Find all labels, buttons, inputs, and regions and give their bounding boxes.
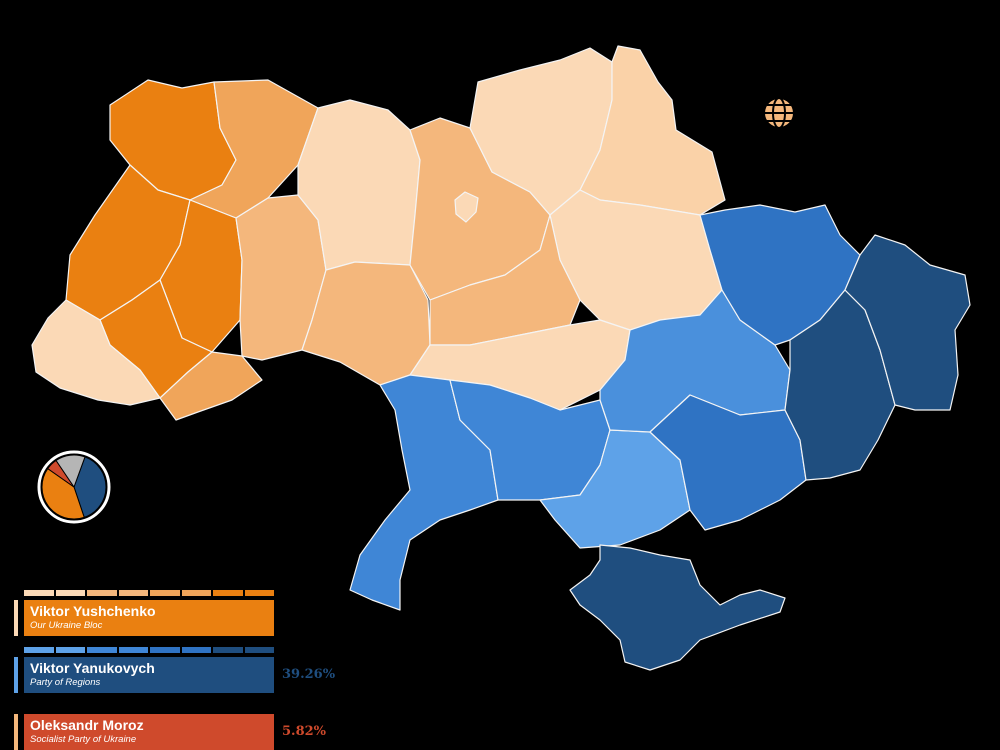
strip-swatch	[118, 590, 148, 596]
candidate-box: Viktor Yushchenko Our Ukraine Bloc	[24, 600, 274, 636]
candidate-moroz: Oleksandr Moroz Socialist Party of Ukrai…	[14, 704, 344, 750]
strip-swatch	[87, 590, 117, 596]
side-bar	[14, 714, 18, 750]
candidate-box: Viktor Yanukovych Party of Regions	[24, 657, 274, 693]
strip-swatch	[87, 647, 117, 653]
strip-swatch	[24, 590, 54, 596]
region-crimea	[569, 544, 786, 671]
pie-slice	[55, 454, 86, 489]
vote-share-pie	[37, 450, 111, 524]
region-chernivtsi	[159, 351, 263, 421]
strip-swatch	[55, 590, 85, 596]
strip-swatch	[55, 647, 85, 653]
strip-swatch	[181, 590, 211, 596]
strip-swatch	[213, 590, 243, 596]
color-scale-strip	[24, 647, 274, 653]
globe-icon	[762, 96, 796, 130]
candidate-percent: 39.26%	[282, 667, 336, 682]
region-dnipropetrovsk	[599, 289, 791, 433]
color-scale-strip	[24, 590, 274, 596]
side-bar	[14, 657, 18, 693]
pie-ring	[37, 450, 111, 524]
candidate-box: Oleksandr Moroz Socialist Party of Ukrai…	[24, 714, 274, 750]
party-name: Party of Regions	[30, 677, 101, 688]
candidate-yushchenko: Viktor Yushchenko Our Ukraine Bloc	[14, 590, 344, 638]
strip-swatch	[244, 647, 274, 653]
strip-swatch	[118, 647, 148, 653]
candidate-name: Viktor Yushchenko	[30, 603, 156, 619]
strip-swatch	[150, 647, 180, 653]
region-zaporizhzhia	[649, 394, 807, 531]
candidate-name: Viktor Yanukovych	[30, 660, 155, 676]
strip-swatch	[244, 590, 274, 596]
strip-swatch	[181, 647, 211, 653]
candidate-yanukovych: Viktor Yanukovych Party of Regions 39.26…	[14, 647, 344, 695]
party-name: Socialist Party of Ukraine	[30, 734, 137, 745]
region-luhansk	[844, 234, 971, 411]
candidate-percent: 5.82%	[282, 724, 327, 739]
region-sumy	[579, 45, 726, 216]
strip-swatch	[150, 590, 180, 596]
region-zakarpattia	[31, 299, 161, 406]
side-bar	[14, 600, 18, 636]
strip-swatch	[213, 647, 243, 653]
strip-swatch	[24, 647, 54, 653]
candidate-name: Oleksandr Moroz	[30, 717, 144, 733]
party-name: Our Ukraine Bloc	[30, 620, 103, 631]
pie-slice	[41, 467, 85, 520]
region-kyiv-city	[454, 191, 479, 223]
pie-slice	[73, 456, 107, 518]
